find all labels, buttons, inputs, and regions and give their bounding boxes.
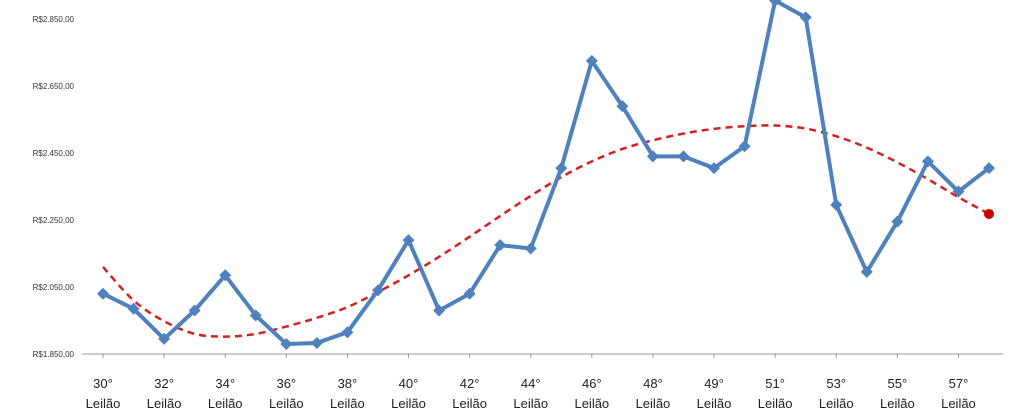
x-tick-label-suffix: Leilão [86, 396, 121, 411]
x-tick-label: 44° [521, 376, 541, 391]
data-point-marker [463, 287, 476, 300]
x-tick-label-suffix: Leilão [941, 396, 976, 411]
x-tick-label: 36° [276, 376, 296, 391]
data-point-marker [860, 265, 873, 278]
x-tick-label-suffix: Leilão [208, 396, 243, 411]
y-tick-label: R$2.450,00 [33, 149, 75, 158]
data-point-marker [799, 11, 812, 24]
x-tick-label-suffix: Leilão [330, 396, 365, 411]
x-tick-label-suffix: Leilão [880, 396, 915, 411]
data-point-marker [219, 269, 232, 282]
data-point-marker [371, 284, 384, 297]
x-tick-label: 53° [826, 376, 846, 391]
x-tick-label: 32° [154, 376, 174, 391]
price-series-markers [97, 0, 995, 350]
data-point-marker [310, 336, 323, 349]
x-tick-label-suffix: Leilão [513, 396, 548, 411]
data-point-marker [830, 198, 843, 211]
trendline-series [102, 124, 990, 338]
data-point-marker [188, 304, 201, 317]
x-tick-label: 46° [582, 376, 602, 391]
data-point-marker [555, 162, 568, 175]
x-tick-label-suffix: Leilão [758, 396, 793, 411]
data-point-marker [616, 100, 629, 113]
x-tick-label-suffix: Leilão [697, 396, 732, 411]
data-point-marker [769, 0, 782, 7]
data-point-marker [494, 239, 507, 252]
data-point-marker [97, 287, 109, 300]
x-tick-label: 42° [460, 376, 480, 391]
data-point-marker [524, 242, 537, 255]
y-tick-label: R$2.650,00 [33, 82, 75, 91]
x-tick-label-suffix: Leilão [452, 396, 487, 411]
x-tick-label: 30° [93, 376, 113, 391]
x-tick-label-suffix: Leilão [147, 396, 182, 411]
data-point-marker [921, 155, 934, 168]
data-point-marker [341, 326, 354, 339]
data-point-marker [646, 150, 659, 163]
x-axis-ticks: 30° Leilão 32° Leilão 34° Leilão 36° Leilão 38° L… [86, 354, 976, 411]
x-tick-label: 49° [704, 376, 724, 391]
x-tick-label: 48° [643, 376, 663, 391]
data-point-marker [158, 332, 171, 345]
data-point-marker [677, 150, 690, 163]
x-tick-label-suffix: Leilão [269, 396, 304, 411]
x-tick-label: 34° [215, 376, 235, 391]
data-point-marker [983, 162, 995, 175]
x-tick-label-suffix: Leilão [574, 396, 609, 411]
data-point-marker [738, 140, 751, 153]
x-tick-label-suffix: Leilão [391, 396, 426, 411]
x-tick-label: 57° [949, 376, 969, 391]
data-point-marker [585, 54, 598, 67]
data-point-marker [433, 304, 446, 317]
data-point-marker [891, 215, 904, 228]
x-tick-label: 51° [765, 376, 785, 391]
x-tick-label: 40° [399, 376, 419, 391]
x-tick-label: 55° [888, 376, 908, 391]
data-point-marker [280, 337, 293, 350]
trendline-end-marker [984, 208, 994, 219]
x-tick-label-suffix: Leilão [636, 396, 671, 411]
x-tick-label: 38° [338, 376, 358, 391]
y-tick-label: R$2.050,00 [33, 283, 75, 292]
x-tick-label-suffix: Leilão [819, 396, 854, 411]
data-point-marker [402, 234, 415, 247]
data-point-marker [249, 309, 262, 322]
y-tick-label: R$2.250,00 [33, 216, 75, 225]
y-tick-label: R$2.850,00 [33, 15, 75, 24]
price-series-line [102, 0, 991, 346]
data-point-marker [708, 162, 721, 175]
y-axis-ticks: R$1.850,00 R$2.050,00 R$2.250,00 R$2.450,00… [33, 15, 75, 359]
y-tick-label: R$1.850,00 [33, 350, 75, 359]
data-point-marker [952, 185, 965, 198]
data-point-marker [127, 302, 140, 315]
